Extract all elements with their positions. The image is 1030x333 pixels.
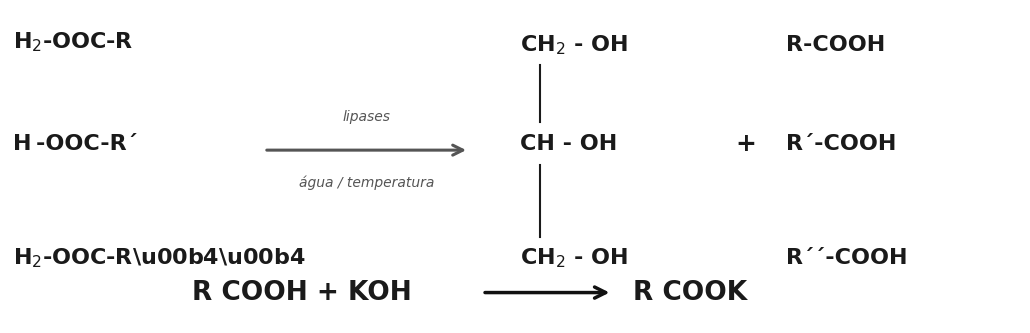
Text: água / temperatura: água / temperatura <box>299 175 434 190</box>
Text: H$_2$-OOC-R\u00b4\u00b4: H$_2$-OOC-R\u00b4\u00b4 <box>13 246 306 270</box>
Text: CH - OH: CH - OH <box>520 134 617 154</box>
Text: CH$_2$ - OH: CH$_2$ - OH <box>520 246 628 270</box>
Text: R-COOH: R-COOH <box>787 35 886 55</box>
Text: H -OOC-R´: H -OOC-R´ <box>13 134 138 154</box>
Text: +: + <box>735 132 756 156</box>
Text: H$_2$-OOC-R: H$_2$-OOC-R <box>13 30 134 54</box>
Text: R´-COOH: R´-COOH <box>787 134 897 154</box>
Text: R´´-COOH: R´´-COOH <box>787 248 908 268</box>
Text: R COOK: R COOK <box>632 280 747 306</box>
Text: lipases: lipases <box>342 110 390 125</box>
Text: R COOH + KOH: R COOH + KOH <box>193 280 412 306</box>
Text: CH$_2$ - OH: CH$_2$ - OH <box>520 34 628 57</box>
